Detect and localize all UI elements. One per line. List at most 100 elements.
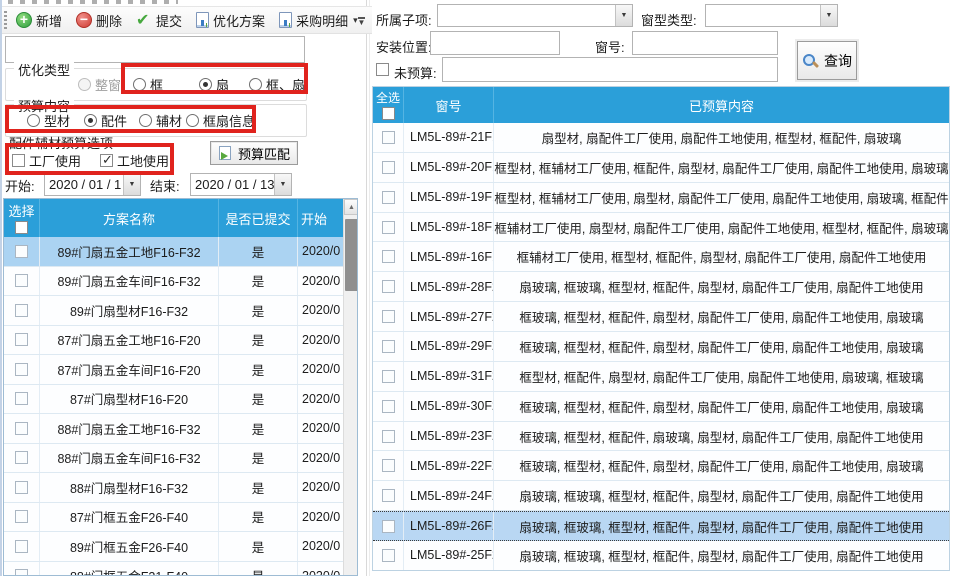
table-row[interactable]: LM5L-89#-25F23 扇玻璃, 框玻璃, 框型材, 框配件, 扇型材, … — [373, 541, 949, 570]
row-checkbox[interactable] — [381, 489, 395, 503]
row-checkbox[interactable] — [381, 519, 395, 533]
row-checkbox[interactable] — [381, 459, 395, 473]
table-row[interactable]: LM5L-89#-27F25 框玻璃, 框型材, 框配件, 扇型材, 扇配件工厂… — [373, 302, 949, 333]
row-checkbox[interactable] — [15, 421, 28, 435]
window-type-select[interactable] — [705, 4, 838, 27]
table-row[interactable]: 87#门框五金F26-F40 是 2020/0 — [4, 502, 343, 532]
optimize-type-radio[interactable]: 框 — [133, 76, 163, 93]
table-row[interactable]: LM5L-89#-23F21 框玻璃, 框型材, 框配件, 扇玻璃, 扇型材, … — [373, 421, 949, 452]
table-row[interactable]: LM5L-89#-30F28 框玻璃, 框型材, 框配件, 扇型材, 扇配件工厂… — [373, 391, 949, 422]
table-row[interactable]: 88#门扇型材F16-F32 是 2020/0 — [4, 473, 343, 503]
table-row[interactable]: LM5L-89#-18F16 框辅材工厂使用, 扇型材, 扇配件工厂使用, 扇配… — [373, 212, 949, 243]
start-date-picker[interactable]: 2020 / 01 / 1 — [44, 173, 141, 196]
row-checkbox[interactable] — [15, 244, 28, 258]
toolbar-grip[interactable] — [4, 11, 7, 29]
table-row[interactable]: LM5L-89#-31F29 框型材, 框配件, 扇型材, 扇配件工厂使用, 扇… — [373, 361, 949, 392]
usage-checkbox[interactable]: 工地使用 — [100, 152, 169, 169]
no-budget-input[interactable] — [442, 57, 778, 82]
row-checkbox[interactable] — [15, 274, 28, 288]
no-budget-checkbox[interactable] — [376, 63, 389, 76]
row-checkbox[interactable] — [381, 220, 395, 234]
table-row[interactable]: 89#门扇五金车间F16-F32 是 2020/0 — [4, 266, 343, 296]
table-row[interactable]: LM5L-89#-29F27 框玻璃, 框型材, 框配件, 扇型材, 扇配件工厂… — [373, 332, 949, 362]
row-checkbox[interactable] — [15, 480, 28, 494]
row-checkbox[interactable] — [381, 310, 395, 324]
budget-content-radio[interactable]: 型材 — [27, 112, 70, 129]
radio-icon — [199, 77, 212, 91]
budget-content-radio[interactable]: 框扇信息 — [186, 112, 255, 129]
scrollbar[interactable] — [343, 199, 357, 575]
row-checkbox[interactable] — [381, 130, 395, 144]
scroll-up-icon[interactable] — [344, 199, 357, 215]
table-row[interactable]: 88#门框五金F21-F40 是 2020/0 — [4, 561, 343, 575]
table-row[interactable]: 87#门扇五金工地F16-F20 是 2020/0 — [4, 325, 343, 355]
budget-match-button[interactable]: 预算匹配 — [210, 141, 298, 165]
table-row[interactable]: LM5L-89#-28F26 扇玻璃, 框玻璃, 框型材, 框配件, 扇型材, … — [373, 272, 949, 303]
row-checkbox[interactable] — [15, 539, 28, 553]
toolbar-button[interactable]: 删除 — [73, 9, 133, 32]
table-row[interactable]: 87#门扇型材F16-F20 是 2020/0 — [4, 384, 343, 414]
chevron-down-icon[interactable] — [274, 174, 291, 195]
scrollbar-thumb[interactable] — [345, 219, 357, 291]
toolbar-button[interactable]: 提交 — [133, 9, 193, 32]
row-checkbox[interactable] — [15, 451, 28, 465]
table-row[interactable]: 89#门扇型材F16-F32 是 2020/0 — [4, 296, 343, 326]
row-checkbox[interactable] — [381, 548, 395, 562]
optimize-type-radio[interactable]: 整窗 — [78, 76, 121, 93]
table-row[interactable]: 89#门框五金F26-F40 是 2020/0 — [4, 532, 343, 562]
search-icon — [802, 53, 818, 69]
scheme-filter-input[interactable] — [5, 36, 305, 63]
row-checkbox[interactable] — [15, 362, 28, 376]
window-no-cell: LM5L-89#-24F22 — [404, 481, 494, 511]
accessory-options-label: 配件辅材预算选项 — [9, 136, 114, 151]
budget-content-radio[interactable]: 配件 — [84, 112, 127, 129]
row-checkbox[interactable] — [381, 339, 395, 353]
table-row[interactable]: 88#门扇五金工地F16-F32 是 2020/0 — [4, 414, 343, 444]
chevron-down-icon[interactable] — [615, 5, 632, 26]
budget-content-radio[interactable]: 辅材 — [139, 112, 182, 129]
toolbar-overflow-button[interactable]: ▼ — [357, 17, 366, 27]
table-row[interactable]: LM5L-89#-21F19 扇型材, 扇配件工厂使用, 扇配件工地使用, 框型… — [373, 123, 949, 153]
select-all-checkbox[interactable] — [15, 221, 28, 234]
row-checkbox[interactable] — [15, 569, 28, 575]
usage-checkbox[interactable]: 工厂使用 — [12, 152, 81, 169]
row-checkbox[interactable] — [381, 250, 395, 264]
table-row[interactable]: 87#门扇五金车间F16-F20 是 2020/0 — [4, 355, 343, 385]
table-row[interactable]: LM5L-89#-20F18 框型材, 框辅材工厂使用, 框配件, 扇型材, 扇… — [373, 152, 949, 183]
select-all-checkbox[interactable] — [381, 107, 395, 120]
table-row[interactable]: LM5L-89#-24F22 扇玻璃, 框玻璃, 框型材, 框配件, 扇型材, … — [373, 481, 949, 512]
chevron-down-icon[interactable] — [820, 5, 837, 26]
row-checkbox[interactable] — [381, 429, 395, 443]
table-row[interactable]: LM5L-89#-16F15 框辅材工厂使用, 框型材, 框配件, 扇型材, 扇… — [373, 242, 949, 273]
optimize-type-radio[interactable]: 框、扇 — [249, 76, 305, 93]
window-no-input[interactable] — [632, 31, 778, 55]
start-date-cell: 2020/0 — [302, 509, 341, 524]
start-date-cell: 2020/0 — [302, 303, 341, 318]
query-button[interactable]: 查询 — [797, 41, 857, 80]
row-checkbox[interactable] — [381, 160, 395, 174]
table-row[interactable]: LM5L-89#-26F24 扇玻璃, 框玻璃, 框型材, 框配件, 扇型材, … — [373, 511, 949, 542]
row-checkbox[interactable] — [381, 399, 395, 413]
table-row[interactable]: 89#门扇五金工地F16-F32 是 2020/0 — [4, 237, 343, 267]
table-row[interactable]: LM5L-89#-22F20 框玻璃, 框型材, 框配件, 扇型材, 扇配件工厂… — [373, 451, 949, 482]
toolbar-button[interactable]: 新增 — [13, 9, 73, 32]
doc-icon — [196, 12, 210, 28]
row-checkbox[interactable] — [15, 303, 28, 317]
budgeted-content-cell: 框玻璃, 框型材, 框配件, 扇型材, 扇配件工厂使用, 扇配件工地使用, 扇玻… — [519, 460, 924, 475]
table-row[interactable]: LM5L-89#-19F17 框型材, 框辅材工厂使用, 扇型材, 扇配件工厂使… — [373, 182, 949, 213]
chevron-down-icon[interactable] — [123, 174, 140, 195]
optimize-type-radio[interactable]: 扇 — [199, 76, 229, 93]
table-row[interactable]: 88#门扇五金车间F16-F32 是 2020/0 — [4, 443, 343, 473]
toolbar-button[interactable]: 优化方案 — [193, 9, 276, 32]
install-position-input[interactable] — [430, 31, 560, 55]
toolbar-button[interactable]: 采购明细 ▾ — [276, 9, 364, 32]
row-checkbox[interactable] — [15, 333, 28, 347]
sub-item-select[interactable] — [437, 4, 633, 27]
end-date-picker[interactable]: 2020 / 01 / 13 — [190, 173, 292, 196]
row-checkbox[interactable] — [381, 369, 395, 383]
row-checkbox[interactable] — [381, 190, 395, 204]
row-checkbox[interactable] — [15, 392, 28, 406]
row-checkbox[interactable] — [15, 510, 28, 524]
row-checkbox[interactable] — [381, 280, 395, 294]
checkbox-icon — [12, 153, 25, 167]
